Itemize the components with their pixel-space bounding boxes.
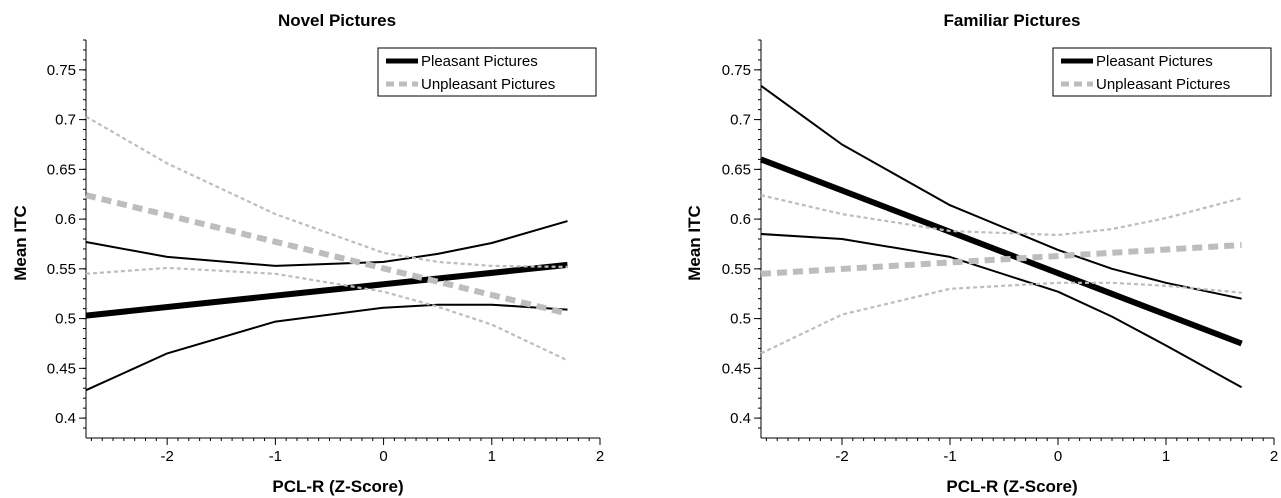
x-tick-label: 2 xyxy=(596,448,604,465)
pleasant-pictures-ci-lower xyxy=(760,233,1243,389)
y-tick-label: 0.75 xyxy=(47,62,76,79)
pleasant-pictures-line xyxy=(85,261,568,319)
x-tick-label: 0 xyxy=(379,448,387,465)
axes: 0.4 0.45 0.5 0.55 0.6 0.65 0.7 0.75 -2 -1 0 1 2 xyxy=(47,39,604,465)
x-tick-label: -1 xyxy=(943,448,956,465)
x-axis-label: PCL-R (Z-Score) xyxy=(946,477,1077,496)
x-axis-label: PCL-R (Z-Score) xyxy=(272,477,403,496)
unpleasant-pictures-line xyxy=(85,192,569,317)
x-tick-label: 1 xyxy=(1162,448,1170,465)
legend: Pleasant Pictures Unpleasant Pictures xyxy=(1052,47,1272,97)
legend-box xyxy=(377,47,597,97)
y-tick-label: 0.55 xyxy=(722,261,751,278)
y-tick-label: 0.4 xyxy=(730,410,751,427)
x-tick-label: -1 xyxy=(269,448,282,465)
unpleasant-pictures-ci-upper xyxy=(85,115,568,268)
panel-title: Novel Pictures xyxy=(278,11,396,30)
legend-label: Unpleasant Pictures xyxy=(421,76,555,93)
y-tick-label: 0.4 xyxy=(55,410,76,427)
x-tick-label: 1 xyxy=(488,448,496,465)
panel-familiar-pictures: Familiar Pictures Mean ITC PCL-R (Z-Scor… xyxy=(685,11,1278,496)
y-tick-label: 0.5 xyxy=(730,311,751,328)
pleasant-pictures-ci-upper xyxy=(760,84,1242,300)
y-tick-label: 0.75 xyxy=(722,62,751,79)
pleasant-pictures-ci-lower xyxy=(85,303,568,392)
axes: 0.4 0.45 0.5 0.55 0.6 0.65 0.7 0.75 -2 -1 0 1 2 xyxy=(722,39,1278,465)
y-tick-label: 0.7 xyxy=(730,112,751,129)
y-tick-label: 0.45 xyxy=(722,360,751,377)
plot-area xyxy=(759,84,1243,389)
y-tick-label: 0.55 xyxy=(47,261,76,278)
y-tick-label: 0.6 xyxy=(55,211,76,228)
panel-title: Familiar Pictures xyxy=(943,11,1080,30)
x-tick-label: 2 xyxy=(1270,448,1278,465)
legend-box xyxy=(1052,47,1272,97)
x-tick-label: -2 xyxy=(160,448,173,465)
plot-area xyxy=(85,115,569,392)
pleasant-pictures-ci-upper xyxy=(85,220,568,267)
y-tick-label: 0.5 xyxy=(55,311,76,328)
y-axis-label: Mean ITC xyxy=(11,205,30,281)
y-tick-label: 0.6 xyxy=(730,211,751,228)
legend-label: Pleasant Pictures xyxy=(421,53,538,70)
unpleasant-pictures-ci-upper xyxy=(760,194,1242,237)
y-tick-label: 0.65 xyxy=(722,161,751,178)
y-tick-label: 0.45 xyxy=(47,360,76,377)
unpleasant-pictures-line xyxy=(760,242,1242,277)
legend-label: Pleasant Pictures xyxy=(1096,53,1213,70)
x-tick-label: 0 xyxy=(1054,448,1062,465)
x-tick-label: -2 xyxy=(835,448,848,465)
y-axis-label: Mean ITC xyxy=(685,205,704,281)
legend-label: Unpleasant Pictures xyxy=(1096,76,1230,93)
unpleasant-pictures-ci-lower xyxy=(760,281,1242,355)
pleasant-pictures-line xyxy=(759,156,1243,347)
y-tick-label: 0.7 xyxy=(55,112,76,129)
panel-novel-pictures: Novel Pictures Mean ITC PCL-R (Z-Score) … xyxy=(11,11,604,496)
y-tick-label: 0.65 xyxy=(47,161,76,178)
legend: Pleasant Pictures Unpleasant Pictures xyxy=(377,47,597,97)
